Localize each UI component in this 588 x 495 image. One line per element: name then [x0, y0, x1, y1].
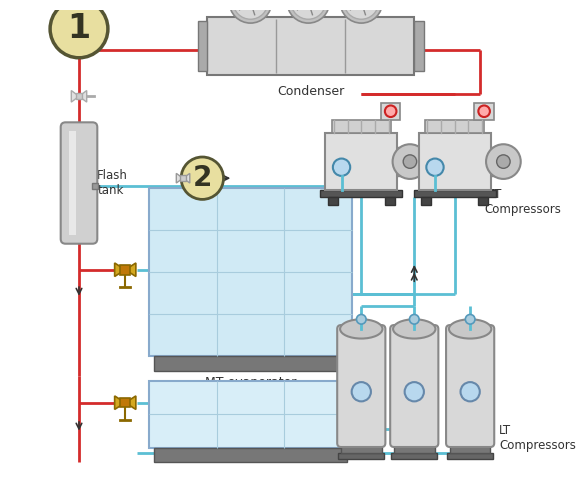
- Circle shape: [181, 157, 223, 199]
- Circle shape: [356, 314, 366, 324]
- Circle shape: [333, 158, 350, 176]
- Polygon shape: [125, 396, 136, 409]
- Bar: [149, 188, 352, 356]
- Bar: [92, 183, 98, 189]
- Circle shape: [287, 0, 329, 23]
- Circle shape: [405, 382, 424, 401]
- Bar: [121, 398, 130, 407]
- Bar: [149, 381, 352, 448]
- Polygon shape: [176, 173, 183, 183]
- Bar: [332, 120, 390, 133]
- Bar: [422, 198, 431, 205]
- Circle shape: [465, 314, 475, 324]
- Circle shape: [352, 382, 371, 401]
- Polygon shape: [115, 263, 125, 277]
- FancyBboxPatch shape: [390, 325, 439, 447]
- Bar: [491, 148, 502, 176]
- Bar: [385, 198, 395, 205]
- Bar: [338, 453, 385, 458]
- Bar: [479, 198, 488, 205]
- FancyBboxPatch shape: [61, 122, 97, 244]
- Bar: [415, 21, 424, 71]
- Circle shape: [50, 0, 108, 58]
- Polygon shape: [79, 91, 86, 102]
- Bar: [320, 190, 402, 198]
- FancyBboxPatch shape: [337, 325, 385, 447]
- Bar: [450, 443, 490, 453]
- Bar: [381, 102, 400, 120]
- Bar: [425, 120, 484, 133]
- Text: Flash
tank: Flash tank: [97, 169, 128, 197]
- Circle shape: [409, 314, 419, 324]
- Ellipse shape: [340, 319, 382, 339]
- Circle shape: [403, 155, 417, 168]
- Circle shape: [497, 155, 510, 168]
- Circle shape: [229, 0, 272, 23]
- Bar: [69, 131, 76, 235]
- Text: MT evaporator: MT evaporator: [205, 376, 296, 389]
- Bar: [397, 148, 409, 176]
- Bar: [154, 448, 347, 462]
- Circle shape: [340, 0, 382, 23]
- Circle shape: [460, 382, 480, 401]
- Circle shape: [385, 105, 396, 117]
- Bar: [419, 133, 491, 190]
- Polygon shape: [71, 91, 79, 102]
- FancyBboxPatch shape: [446, 325, 495, 447]
- Circle shape: [393, 144, 427, 179]
- Bar: [325, 133, 397, 190]
- Bar: [447, 453, 493, 458]
- Bar: [391, 453, 437, 458]
- Ellipse shape: [393, 319, 436, 339]
- Bar: [475, 102, 494, 120]
- Circle shape: [486, 144, 521, 179]
- Bar: [180, 175, 186, 181]
- Bar: [328, 198, 338, 205]
- Circle shape: [233, 0, 268, 19]
- Circle shape: [344, 0, 379, 19]
- Bar: [207, 17, 415, 75]
- Ellipse shape: [449, 319, 492, 339]
- Text: MT
Compressors: MT Compressors: [485, 188, 562, 216]
- Bar: [198, 21, 207, 71]
- Bar: [414, 190, 496, 198]
- Polygon shape: [183, 173, 190, 183]
- Text: LT
Compressors: LT Compressors: [499, 424, 576, 452]
- Text: 2: 2: [193, 164, 212, 192]
- Circle shape: [426, 158, 444, 176]
- Bar: [76, 94, 82, 99]
- Bar: [394, 443, 435, 453]
- Polygon shape: [115, 396, 125, 409]
- Bar: [341, 443, 382, 453]
- Bar: [154, 356, 347, 371]
- Bar: [121, 265, 130, 275]
- Circle shape: [291, 0, 326, 19]
- Text: 1: 1: [68, 12, 91, 46]
- Circle shape: [479, 105, 490, 117]
- Text: Condenser: Condenser: [277, 85, 345, 98]
- Polygon shape: [125, 263, 136, 277]
